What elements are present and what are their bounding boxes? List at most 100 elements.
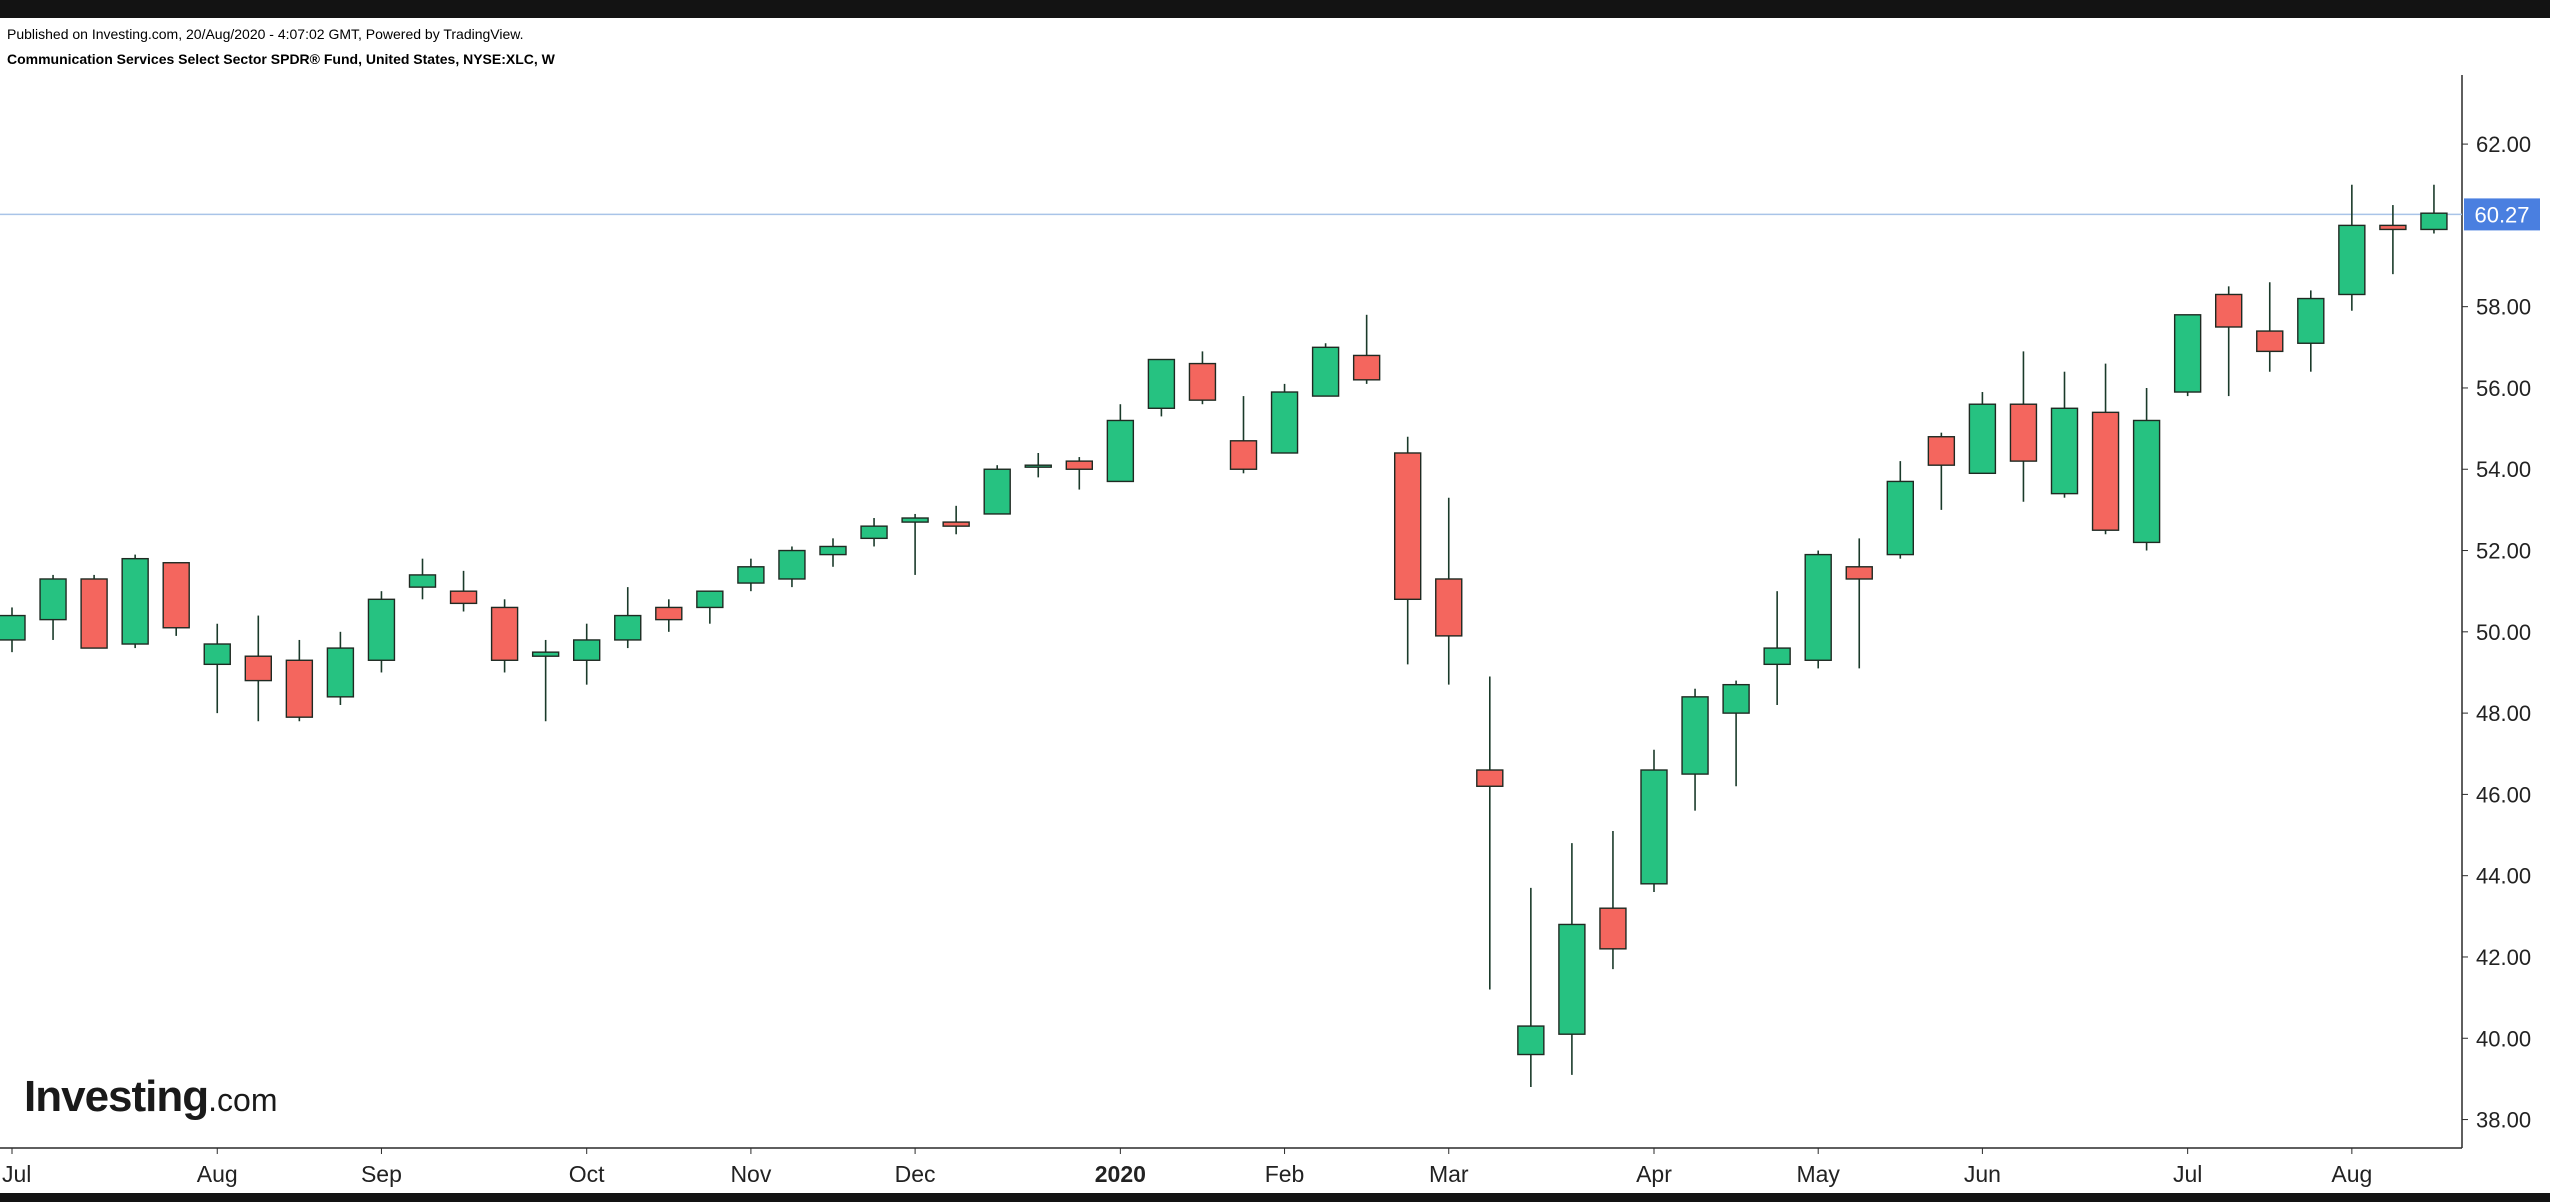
candle-body-down	[2379, 224, 2407, 231]
candle[interactable]	[737, 558, 765, 592]
candle-body-up	[1804, 553, 1832, 661]
candle[interactable]	[1435, 497, 1463, 685]
candle[interactable]	[819, 538, 847, 567]
candle[interactable]	[1517, 887, 1545, 1088]
candle[interactable]	[1229, 396, 1258, 474]
candle[interactable]	[1927, 432, 1956, 510]
candle[interactable]	[2173, 314, 2202, 397]
candle-body-up	[1681, 696, 1709, 775]
candle[interactable]	[1188, 351, 1217, 405]
candle[interactable]	[2091, 363, 2120, 535]
candle-body-up	[901, 517, 929, 523]
x-tick-label: Feb	[1265, 1161, 1305, 1187]
x-tick-label: Nov	[730, 1161, 771, 1187]
y-tick-label: 44.00	[2476, 864, 2531, 889]
candle[interactable]	[162, 562, 190, 636]
candle-body-down	[655, 606, 683, 621]
candle[interactable]	[2379, 205, 2407, 275]
candle[interactable]	[983, 465, 1011, 515]
candle[interactable]	[285, 639, 314, 722]
candle-body-down	[1229, 440, 1258, 470]
candle[interactable]	[901, 513, 929, 575]
y-tick-label: 40.00	[2476, 1026, 2531, 1051]
candle[interactable]	[1968, 392, 1997, 475]
candle[interactable]	[2297, 290, 2325, 372]
y-tick-label: 62.00	[2476, 132, 2531, 157]
bottom-bar	[0, 1193, 2550, 1202]
y-tick-label: 54.00	[2476, 457, 2531, 482]
candle[interactable]	[1681, 688, 1709, 811]
candle[interactable]	[1558, 843, 1586, 1075]
candle[interactable]	[1352, 314, 1381, 384]
candle[interactable]	[326, 631, 355, 705]
candle[interactable]	[244, 615, 273, 722]
candle[interactable]	[1640, 749, 1668, 892]
candle[interactable]	[2338, 184, 2366, 311]
candle[interactable]	[1804, 550, 1832, 669]
candle-body-down	[1065, 460, 1094, 470]
candle[interactable]	[367, 591, 396, 673]
candle[interactable]	[1270, 383, 1299, 454]
x-tick-label: Apr	[1636, 1161, 1672, 1187]
candle[interactable]	[0, 607, 26, 653]
candle-body-up	[1147, 358, 1176, 409]
candle[interactable]	[573, 623, 601, 685]
candle-body-up	[408, 574, 437, 588]
candle[interactable]	[449, 570, 478, 612]
candle[interactable]	[2132, 387, 2161, 551]
candle[interactable]	[614, 587, 642, 649]
candle[interactable]	[942, 505, 970, 535]
top-bar	[0, 0, 2550, 18]
candle[interactable]	[203, 623, 231, 714]
candle[interactable]	[860, 518, 888, 547]
candle[interactable]	[2256, 282, 2284, 372]
candle[interactable]	[1147, 358, 1176, 417]
candle[interactable]	[655, 599, 683, 632]
candle[interactable]	[2214, 286, 2243, 397]
candle-body-up	[0, 614, 26, 641]
candle[interactable]	[2009, 351, 2038, 502]
candle[interactable]	[408, 558, 437, 600]
candle[interactable]	[778, 546, 806, 588]
y-tick-label: 42.00	[2476, 945, 2531, 970]
candle[interactable]	[1763, 591, 1791, 705]
candle[interactable]	[1393, 436, 1422, 665]
candle-body-up	[737, 566, 765, 584]
candle-body-down	[1476, 769, 1504, 787]
candle[interactable]	[2050, 371, 2079, 498]
candle-body-up	[1558, 923, 1586, 1035]
x-tick-label: Sep	[361, 1161, 402, 1187]
candle-body-down	[1435, 578, 1463, 637]
candle[interactable]	[1886, 461, 1915, 559]
candle[interactable]	[531, 639, 560, 722]
candle[interactable]	[1599, 830, 1627, 970]
candle[interactable]	[1722, 680, 1750, 787]
x-tick-label: May	[1796, 1161, 1840, 1187]
candle[interactable]	[1845, 538, 1873, 669]
candle[interactable]	[1311, 343, 1340, 397]
candle-body-down	[1599, 907, 1627, 950]
candle[interactable]	[121, 554, 149, 649]
candle-body-down	[80, 578, 108, 649]
axes	[0, 75, 2468, 1154]
candle-body-up	[203, 643, 231, 666]
candle[interactable]	[1476, 676, 1504, 990]
candle[interactable]	[1024, 452, 1052, 478]
candle[interactable]	[1065, 457, 1094, 490]
candle-body-down	[1927, 436, 1956, 466]
candle[interactable]	[1106, 404, 1135, 483]
x-tick-label: Jun	[1964, 1161, 2001, 1187]
candle-body-up	[39, 578, 67, 621]
candle[interactable]	[490, 599, 519, 673]
candle[interactable]	[80, 574, 108, 649]
candle[interactable]	[696, 590, 724, 624]
candle[interactable]	[2420, 184, 2448, 234]
candle-body-down	[2091, 411, 2120, 531]
y-tick-label: 38.00	[2476, 1108, 2531, 1133]
candle[interactable]	[39, 574, 67, 640]
candle-body-up	[983, 468, 1011, 515]
candle-body-up	[121, 557, 149, 645]
candle-body-up	[1517, 1025, 1545, 1056]
x-tick-label: Oct	[569, 1161, 605, 1187]
